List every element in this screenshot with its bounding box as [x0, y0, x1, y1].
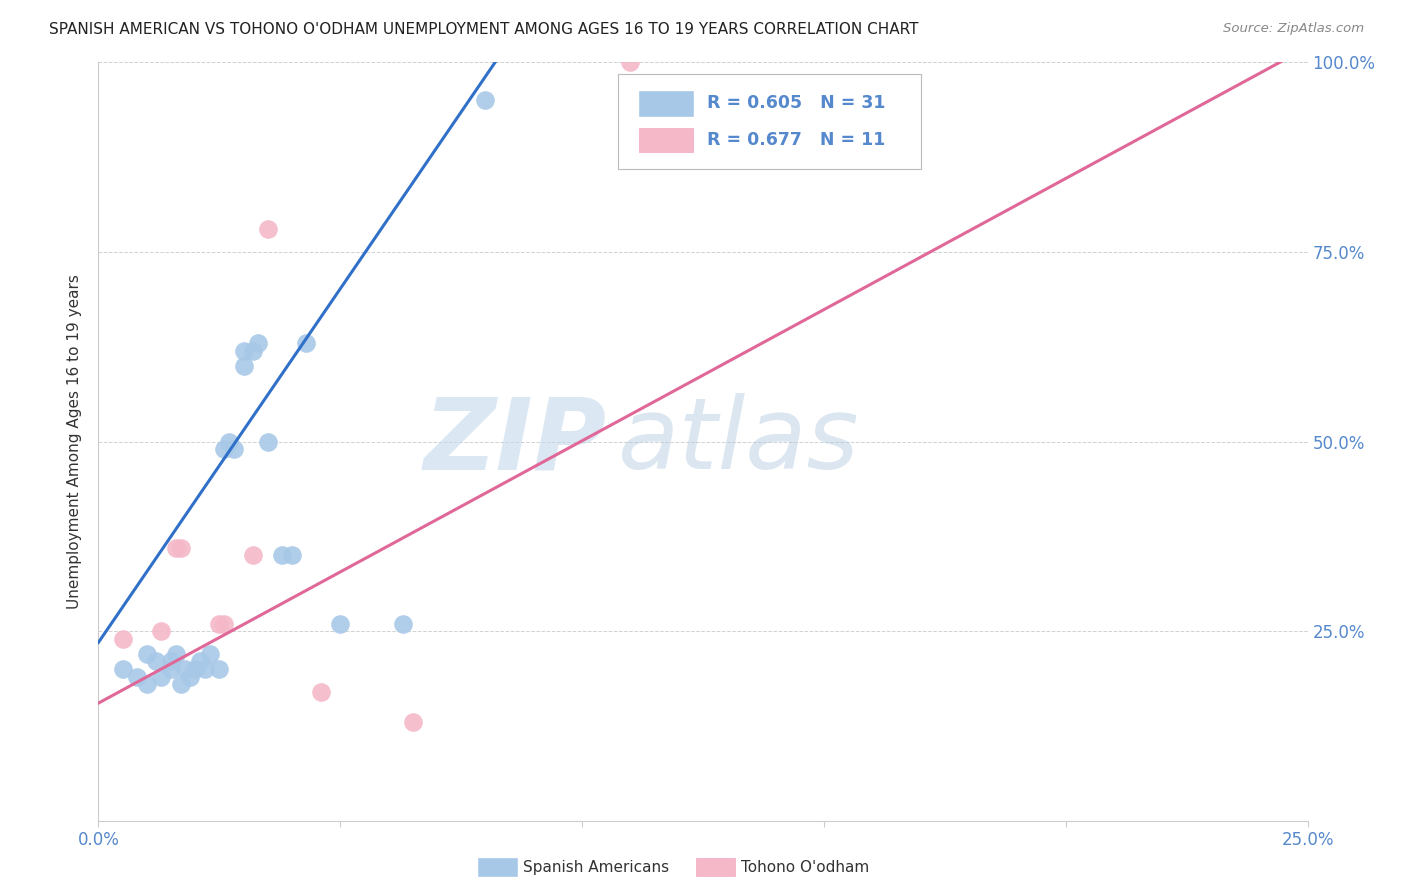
Point — [135, 647, 157, 661]
Text: Tohono O'odham: Tohono O'odham — [741, 860, 869, 874]
Point — [474, 94, 496, 108]
Point — [135, 677, 157, 691]
Point — [111, 662, 134, 676]
Text: ZIP: ZIP — [423, 393, 606, 490]
Point — [160, 655, 183, 669]
Point — [222, 442, 245, 457]
Point — [174, 662, 197, 676]
Text: atlas: atlas — [619, 393, 860, 490]
Bar — [638, 91, 693, 116]
Point — [150, 624, 173, 639]
Point — [256, 222, 278, 236]
Point — [194, 662, 217, 676]
Text: R = 0.677   N = 11: R = 0.677 N = 11 — [707, 131, 884, 149]
Text: R = 0.605   N = 31: R = 0.605 N = 31 — [707, 95, 886, 112]
Point — [619, 55, 641, 70]
Point — [247, 335, 270, 350]
Point — [295, 335, 318, 350]
Point — [256, 434, 278, 449]
Point — [329, 616, 352, 631]
Point — [218, 434, 240, 449]
Point — [198, 647, 221, 661]
Point — [169, 541, 191, 555]
Point — [242, 548, 264, 563]
Point — [232, 343, 254, 358]
Point — [184, 662, 207, 676]
Point — [242, 343, 264, 358]
Bar — [638, 128, 693, 152]
Point — [208, 662, 231, 676]
Point — [212, 616, 235, 631]
Point — [402, 715, 425, 730]
Point — [232, 359, 254, 373]
Point — [169, 677, 191, 691]
Point — [309, 685, 332, 699]
Point — [165, 541, 187, 555]
Text: SPANISH AMERICAN VS TOHONO O'ODHAM UNEMPLOYMENT AMONG AGES 16 TO 19 YEARS CORREL: SPANISH AMERICAN VS TOHONO O'ODHAM UNEMP… — [49, 22, 918, 37]
Point — [392, 616, 415, 631]
Point — [212, 442, 235, 457]
Point — [145, 655, 167, 669]
Text: Spanish Americans: Spanish Americans — [523, 860, 669, 874]
Point — [127, 669, 149, 683]
Point — [271, 548, 294, 563]
Point — [150, 669, 173, 683]
Point — [111, 632, 134, 646]
Text: Source: ZipAtlas.com: Source: ZipAtlas.com — [1223, 22, 1364, 36]
Point — [188, 655, 211, 669]
Point — [165, 647, 187, 661]
Point — [208, 616, 231, 631]
Y-axis label: Unemployment Among Ages 16 to 19 years: Unemployment Among Ages 16 to 19 years — [67, 274, 83, 609]
Point — [179, 669, 201, 683]
FancyBboxPatch shape — [619, 74, 921, 169]
Point — [160, 662, 183, 676]
Point — [281, 548, 304, 563]
